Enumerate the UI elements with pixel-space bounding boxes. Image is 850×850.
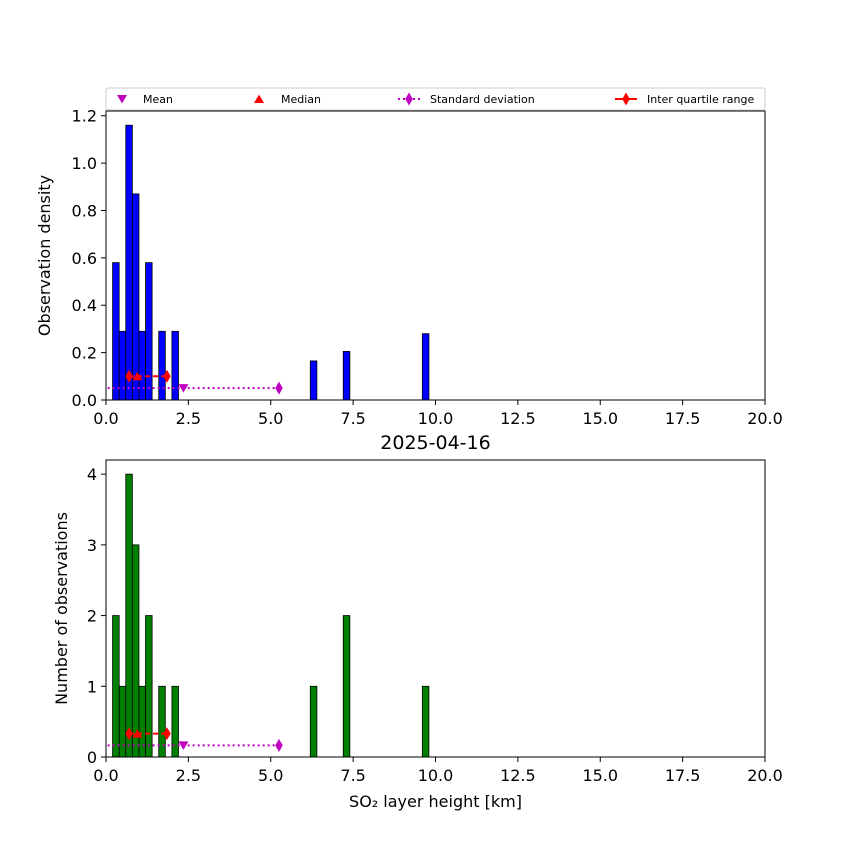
legend-box — [105, 87, 766, 111]
x-tick-label: 5.0 — [258, 766, 283, 785]
density-histogram-panel: 0.0 2.5 5.0 7.5 10.0 12.5 15.0 17.5 20.0 0.0 0.2 0.… — [35, 87, 783, 428]
y-tick-label: 2 — [87, 607, 97, 626]
mean-marker — [178, 384, 189, 393]
x-tick-label: 7.5 — [340, 409, 365, 428]
iqr-high-marker — [163, 369, 171, 383]
y-tick-label: 1.2 — [72, 107, 97, 126]
legend-label: Median — [281, 93, 321, 106]
iqr-low-marker — [125, 727, 133, 741]
y-tick-label: 0.2 — [72, 344, 97, 363]
x-tick-label: 20.0 — [747, 766, 783, 785]
legend-label: Mean — [143, 93, 173, 106]
mean-marker — [178, 741, 189, 750]
std-dev-marker — [275, 381, 283, 395]
histogram-bar — [171, 685, 179, 758]
histogram-bar — [112, 262, 120, 401]
y-tick-label: 0.4 — [72, 296, 97, 315]
iqr-low-marker — [125, 369, 133, 383]
legend-median-icon — [254, 94, 264, 103]
legend-label: Standard deviation — [430, 93, 535, 106]
median-marker — [132, 729, 143, 738]
histogram-bar — [138, 330, 146, 401]
chart-title: 2025-04-16 — [380, 432, 490, 454]
legend-std-icon — [405, 92, 413, 106]
y-tick-label: 1 — [87, 677, 97, 696]
y-tick-label: 4 — [87, 465, 97, 484]
plot-frame — [105, 459, 766, 758]
plot-frame — [105, 110, 766, 401]
histogram-bar — [118, 330, 127, 401]
histogram-bar — [131, 544, 140, 758]
histogram-bar — [158, 685, 166, 758]
x-tick-label: 12.5 — [500, 766, 536, 785]
histogram-bar — [145, 615, 153, 758]
x-tick-label: 2.5 — [176, 766, 201, 785]
histogram-bar — [421, 685, 430, 758]
x-tick-label: 15.0 — [582, 766, 618, 785]
std-dev-marker — [275, 738, 283, 752]
legend: Mean Median Standard deviation Inter quarti… — [105, 87, 766, 111]
x-tick-label: 10.0 — [418, 766, 454, 785]
y-tick-label: 0.0 — [72, 391, 97, 410]
y-tick-label: 0.6 — [72, 249, 97, 268]
histogram-bar — [125, 473, 133, 758]
legend-label: Inter quartile range — [647, 93, 754, 106]
median-marker — [132, 371, 143, 381]
x-tick-label: 17.5 — [665, 409, 701, 428]
histogram-bar — [125, 124, 133, 401]
x-tick-label: 0.0 — [93, 409, 118, 428]
histogram-bar — [421, 333, 430, 401]
x-tick-label: 2.5 — [176, 409, 201, 428]
y-tick-label: 0.8 — [72, 201, 97, 220]
y-tick-label: 0 — [87, 748, 97, 767]
histogram-bar — [118, 685, 127, 758]
y-tick-label: 3 — [87, 536, 97, 555]
y-axis-label: Number of observations — [52, 512, 71, 705]
x-tick-label: 7.5 — [340, 766, 365, 785]
histogram-bar — [131, 193, 140, 401]
legend-iqr-icon — [622, 92, 630, 106]
histogram-bar — [158, 330, 166, 401]
histogram-bar — [138, 685, 146, 758]
histogram-bar — [342, 615, 351, 758]
y-axis-label: Observation density — [35, 175, 54, 336]
histogram-bar — [145, 262, 153, 401]
x-axis-label: SO₂ layer height [km] — [349, 792, 522, 811]
histogram-bar — [342, 351, 351, 401]
x-tick-label: 15.0 — [582, 409, 618, 428]
histogram-bar — [112, 615, 120, 758]
x-tick-label: 0.0 — [93, 766, 118, 785]
x-tick-label: 5.0 — [258, 409, 283, 428]
x-tick-label: 20.0 — [747, 409, 783, 428]
legend-mean-icon — [117, 95, 127, 104]
histogram-bar — [171, 330, 179, 401]
x-tick-label: 17.5 — [665, 766, 701, 785]
x-tick-label: 12.5 — [500, 409, 536, 428]
iqr-high-marker — [163, 727, 171, 741]
y-tick-label: 1.0 — [72, 154, 97, 173]
x-tick-label: 10.0 — [418, 409, 454, 428]
count-histogram-panel: 0.0 2.5 5.0 7.5 10.0 12.5 15.0 17.5 20.0 0 1 2 3 4 Num… — [52, 432, 783, 811]
histogram-bar — [309, 360, 318, 401]
histogram-bar — [309, 685, 318, 758]
